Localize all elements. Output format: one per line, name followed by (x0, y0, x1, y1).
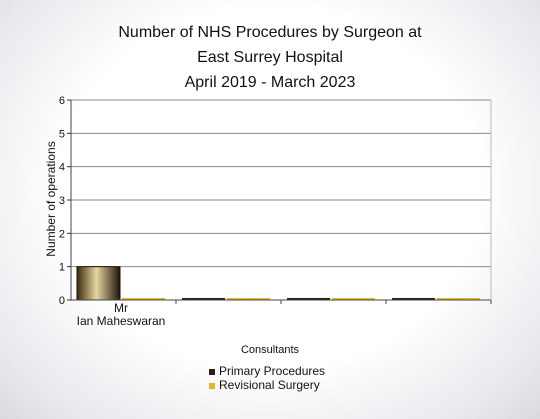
bar-primary (182, 298, 225, 300)
bar-revisional (437, 298, 480, 300)
bar-revisional (227, 298, 270, 300)
y-tick-label: 0 (59, 295, 65, 307)
legend: Primary Procedures Revisional Surgery (209, 364, 325, 392)
y-tick-label: 1 (59, 262, 65, 274)
legend-swatch-primary (209, 369, 215, 375)
y-tick-label: 5 (59, 128, 65, 140)
x-category-label: Mr Ian Maheswaran (76, 301, 166, 328)
chart-title-line-2: East Surrey Hospital (197, 49, 343, 66)
y-tick-label: 2 (59, 228, 65, 240)
bar-primary (76, 266, 121, 301)
x-axis-label: Consultants (240, 344, 300, 356)
legend-label-primary: Primary Procedures (219, 364, 326, 378)
chart-title-line-3: April 2019 - March 2023 (184, 74, 356, 91)
y-axis-label: Number of operations (44, 141, 58, 257)
bar-primary (392, 298, 435, 300)
legend-swatch-revisional (209, 383, 215, 389)
y-tick-label: 6 (59, 95, 65, 107)
chart-title-line-1: Number of NHS Procedures by Surgeon at (118, 24, 422, 41)
legend-item-revisional: Revisional Surgery (209, 378, 325, 392)
legend-label-revisional: Revisional Surgery (219, 378, 320, 392)
bar-revisional (122, 298, 165, 300)
bar-primary (287, 298, 330, 300)
y-tick-label: 3 (59, 195, 65, 207)
y-tick-label: 4 (59, 162, 65, 174)
legend-item-primary: Primary Procedures (209, 364, 325, 378)
bar-revisional (332, 298, 375, 300)
